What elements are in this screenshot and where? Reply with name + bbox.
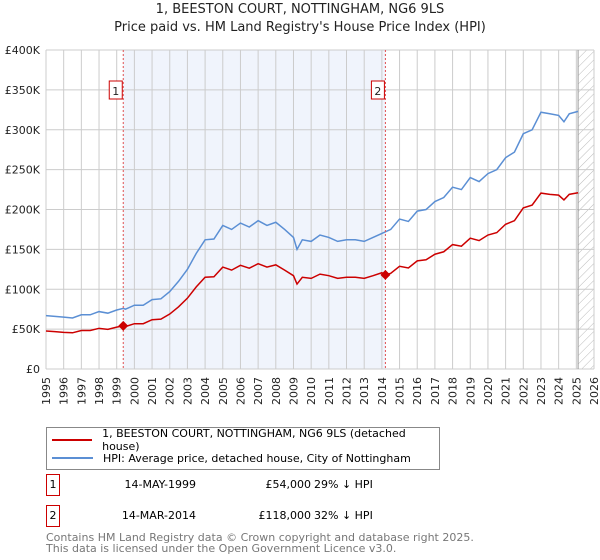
x-tick-label: 1998 xyxy=(93,377,106,405)
legend: 1, BEESTON COURT, NOTTINGHAM, NG6 9LS (d… xyxy=(46,427,440,470)
x-tick-label: 2024 xyxy=(553,377,566,405)
series-line xyxy=(45,110,579,319)
x-tick-label: 2017 xyxy=(429,377,442,405)
x-tick-label: 2013 xyxy=(358,377,371,405)
x-tick-label: 2008 xyxy=(270,377,283,405)
x-tick-label: 2022 xyxy=(517,377,530,405)
footer-licence: This data is licensed under the Open Gov… xyxy=(46,542,397,555)
x-tick-label: 2000 xyxy=(128,377,141,405)
x-tick-label: 2021 xyxy=(500,377,513,405)
y-tick-label: £300K xyxy=(5,124,41,137)
x-tick-label: 2011 xyxy=(323,377,336,405)
y-tick-label: £100K xyxy=(5,283,41,296)
x-tick-label: 1995 xyxy=(40,377,53,405)
series-line xyxy=(45,192,579,334)
x-tick-label: 2002 xyxy=(164,377,177,405)
x-tick-label: 2025 xyxy=(570,377,583,405)
x-tick-label: 2018 xyxy=(447,377,460,405)
x-tick-label: 1997 xyxy=(75,377,88,405)
sale-marker-badge: 2 xyxy=(46,505,60,527)
footer-copyright: Contains HM Land Registry data © Crown c… xyxy=(46,531,474,544)
x-tick-label: 2010 xyxy=(305,377,318,405)
y-tick-label: £150K xyxy=(5,243,41,256)
legend-label: HPI: Average price, detached house, City… xyxy=(103,451,411,465)
legend-label: 1, BEESTON COURT, NOTTINGHAM, NG6 9LS (d… xyxy=(102,427,406,453)
sale-hpi-diff: 29% ↓ HPI xyxy=(314,478,373,491)
sale-price: £54,000 xyxy=(265,478,312,491)
sale-date: 14-MAR-2014 xyxy=(121,509,196,522)
x-tick-label: 2019 xyxy=(464,377,477,405)
sale-label: 2 xyxy=(374,85,381,98)
x-tick-label: 2016 xyxy=(411,377,424,405)
sale-row-2: 2 14-MAR-2014 £118,000 32% ↓ HPI xyxy=(46,505,546,527)
y-tick-label: £250K xyxy=(5,164,41,177)
x-tick-label: 2023 xyxy=(535,377,548,405)
x-tick-label: 2001 xyxy=(146,377,159,405)
y-tick-label: £200K xyxy=(5,204,41,217)
sale-label-box xyxy=(370,80,385,100)
sale-date: 14-MAY-1999 xyxy=(124,478,196,491)
sale-label: 1 xyxy=(112,85,119,98)
y-tick-label: £350K xyxy=(5,84,41,97)
x-tick-label: 2006 xyxy=(234,377,247,405)
x-tick-label: 2015 xyxy=(394,377,407,405)
x-tick-label: 2004 xyxy=(199,377,212,405)
x-tick-label: 2007 xyxy=(252,377,265,405)
y-tick-label: £0 xyxy=(26,363,40,376)
y-tick-label: £50K xyxy=(12,323,41,336)
sale-hpi-diff: 32% ↓ HPI xyxy=(314,509,373,522)
sale-point xyxy=(380,269,391,280)
x-tick-label: 2012 xyxy=(341,377,354,405)
legend-swatch-red xyxy=(52,439,93,441)
chart-title: 1, BEESTON COURT, NOTTINGHAM, NG6 9LS xyxy=(155,2,445,17)
legend-item-hpi: HPI: Average price, detached house, City… xyxy=(52,450,411,466)
sale-price: £118,000 xyxy=(258,509,312,522)
sale-row-1: 1 14-MAY-1999 £54,000 29% ↓ HPI xyxy=(46,474,546,496)
sale-point xyxy=(118,320,129,331)
x-tick-label: 2020 xyxy=(482,377,495,405)
sale-label-box xyxy=(108,80,123,100)
price-chart: 1995 1996 1997 1998 1999 2000 2001 2002 2003 2004… xyxy=(5,44,600,405)
chart-subtitle: Price paid vs. HM Land Registry's House … xyxy=(114,20,486,35)
x-tick-label: 2009 xyxy=(287,377,300,405)
legend-swatch-blue xyxy=(52,457,93,459)
x-tick-label: 2003 xyxy=(181,377,194,405)
x-tick-label: 1999 xyxy=(111,377,124,405)
x-tick-label: 2026 xyxy=(588,377,600,405)
sale-marker-badge: 1 xyxy=(46,474,60,496)
x-tick-label: 2005 xyxy=(217,377,230,405)
legend-item-price: 1, BEESTON COURT, NOTTINGHAM, NG6 9LS (d… xyxy=(52,427,439,453)
x-tick-label: 1996 xyxy=(58,377,71,405)
y-tick-label: £400K xyxy=(5,44,41,57)
x-tick-label: 2014 xyxy=(376,377,389,405)
